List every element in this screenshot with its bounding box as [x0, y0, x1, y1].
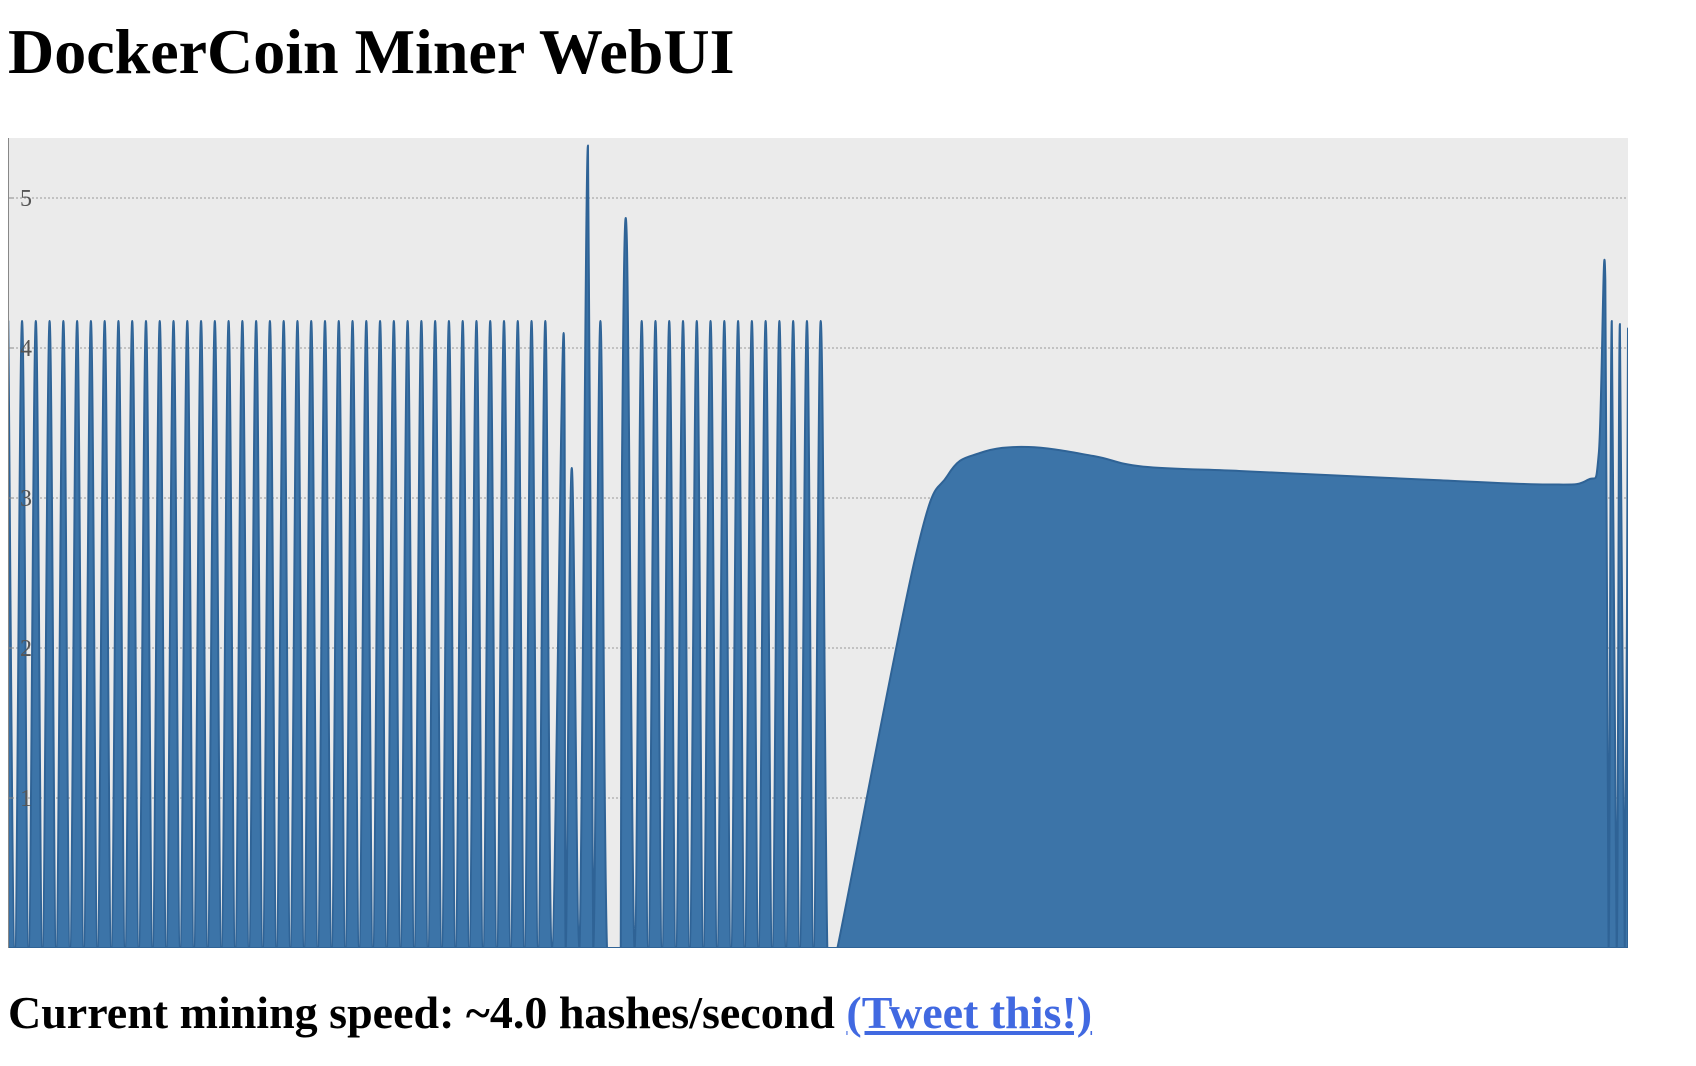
- y-tick-label-4: 4: [20, 336, 32, 362]
- speed-unit: hashes/second: [547, 987, 835, 1038]
- y-tick-label-5: 5: [20, 186, 32, 212]
- tweet-this-link[interactable]: (Tweet this!): [846, 987, 1093, 1038]
- y-tick-labels: 1 2 3 4 5: [8, 186, 32, 812]
- mining-speed-status: Current mining speed: ~4.0 hashes/second…: [8, 987, 1093, 1039]
- y-tick-label-3: 3: [20, 486, 32, 512]
- y-tick-label-2: 2: [20, 636, 32, 662]
- page-title: DockerCoin Miner WebUI: [8, 16, 735, 87]
- hash-rate-chart-svg: 1 2 3 4 5: [8, 138, 1628, 948]
- y-tick-label-1: 1: [20, 786, 32, 812]
- hash-rate-area: [8, 144, 1628, 948]
- speed-prefix: Current mining speed: ~: [8, 987, 490, 1038]
- hash-rate-chart: 1 2 3 4 5: [8, 138, 1628, 948]
- speed-value: 4.0: [489, 987, 548, 1038]
